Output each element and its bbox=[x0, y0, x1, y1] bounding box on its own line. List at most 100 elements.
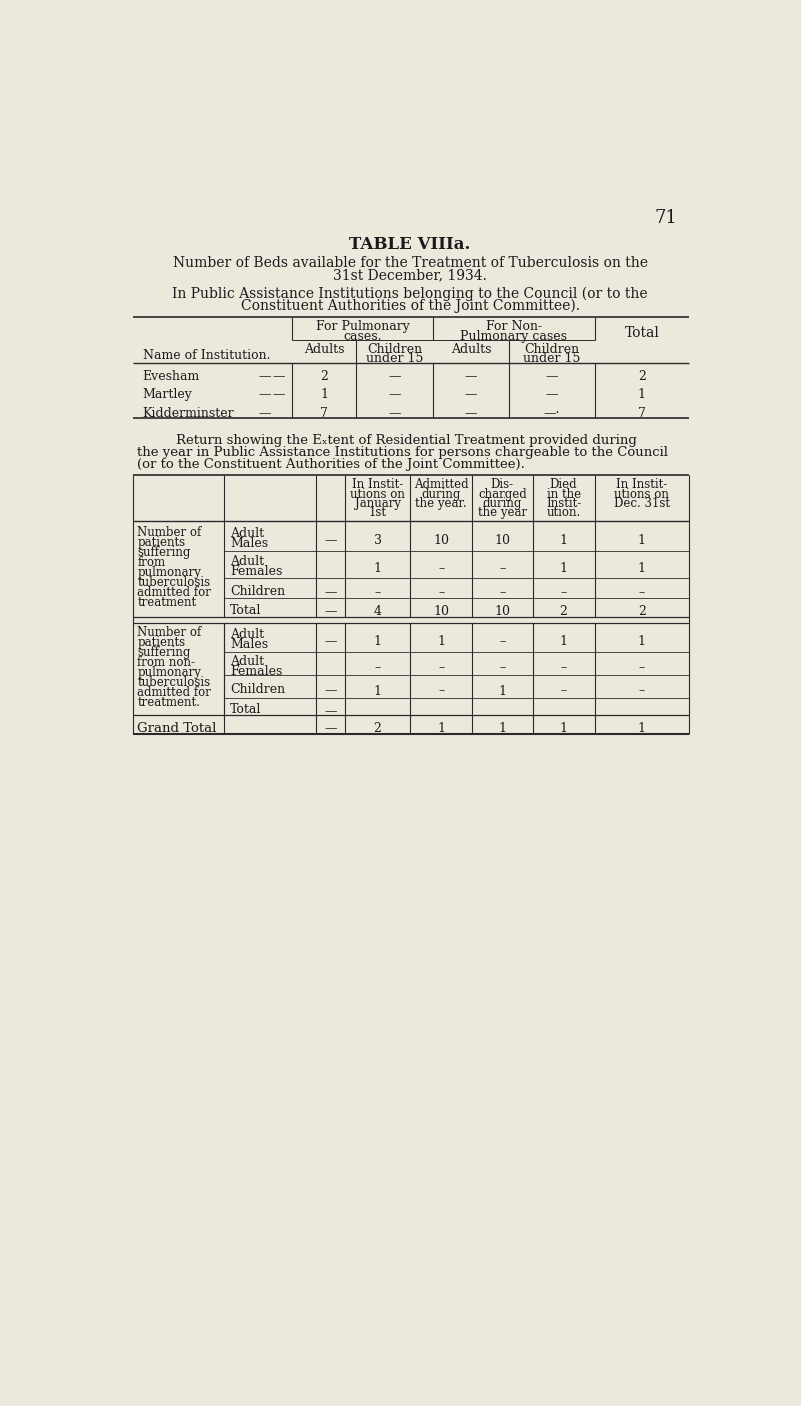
Text: –: – bbox=[561, 586, 566, 599]
Text: —: — bbox=[324, 534, 336, 547]
Text: Died: Died bbox=[549, 478, 578, 491]
Text: –: – bbox=[499, 586, 505, 599]
Text: Instit-: Instit- bbox=[546, 496, 582, 510]
Text: 10: 10 bbox=[494, 534, 510, 547]
Text: utions on: utions on bbox=[350, 488, 405, 501]
Text: Total: Total bbox=[231, 703, 262, 716]
Text: Name of Institution.: Name of Institution. bbox=[143, 349, 270, 361]
Text: Evesham: Evesham bbox=[143, 370, 200, 382]
Text: 10: 10 bbox=[433, 606, 449, 619]
Text: cases.: cases. bbox=[344, 329, 382, 343]
Text: Males: Males bbox=[231, 638, 268, 651]
Text: 10: 10 bbox=[494, 606, 510, 619]
Text: under 15: under 15 bbox=[366, 352, 423, 366]
Text: Grand Total: Grand Total bbox=[137, 723, 217, 735]
Text: In Public Assistance Institutions belonging to the Council (or to the: In Public Assistance Institutions belong… bbox=[172, 287, 648, 301]
Text: 2: 2 bbox=[638, 606, 646, 619]
Text: —: — bbox=[259, 370, 272, 382]
Text: —: — bbox=[324, 723, 336, 735]
Text: —: — bbox=[272, 388, 284, 401]
Text: 3: 3 bbox=[373, 534, 381, 547]
Text: –: – bbox=[499, 562, 505, 575]
Text: –: – bbox=[438, 586, 445, 599]
Text: —: — bbox=[259, 406, 272, 419]
Text: —: — bbox=[545, 370, 557, 382]
Text: ution.: ution. bbox=[546, 506, 581, 519]
Text: In Instit-: In Instit- bbox=[616, 478, 667, 491]
Text: For Pulmonary: For Pulmonary bbox=[316, 319, 410, 333]
Text: utions on: utions on bbox=[614, 488, 670, 501]
Text: 1: 1 bbox=[638, 534, 646, 547]
Text: the year: the year bbox=[477, 506, 527, 519]
Text: —: — bbox=[324, 704, 336, 717]
Text: 1st: 1st bbox=[368, 506, 387, 519]
Text: –: – bbox=[374, 586, 380, 599]
Text: pulmonary: pulmonary bbox=[137, 666, 201, 679]
Text: TABLE VIIIa.: TABLE VIIIa. bbox=[349, 236, 471, 253]
Text: Admitted: Admitted bbox=[414, 478, 469, 491]
Text: 4: 4 bbox=[373, 606, 381, 619]
Text: Constituent Authorities of the Joint Committee).: Constituent Authorities of the Joint Com… bbox=[240, 299, 580, 314]
Text: 2: 2 bbox=[560, 606, 568, 619]
Text: 1: 1 bbox=[498, 723, 506, 735]
Text: —: — bbox=[324, 685, 336, 697]
Text: —: — bbox=[324, 636, 336, 648]
Text: Total: Total bbox=[231, 603, 262, 617]
Text: Males: Males bbox=[231, 537, 268, 550]
Text: during: during bbox=[421, 488, 461, 501]
Text: Adult: Adult bbox=[231, 655, 264, 668]
Text: admitted for: admitted for bbox=[137, 586, 211, 599]
Text: treatment: treatment bbox=[137, 596, 196, 609]
Text: Kidderminster: Kidderminster bbox=[143, 406, 235, 419]
Text: –: – bbox=[499, 636, 505, 648]
Text: 71: 71 bbox=[654, 208, 678, 226]
Text: Adult: Adult bbox=[231, 527, 264, 540]
Text: Number of: Number of bbox=[137, 626, 202, 640]
Text: For Non-: For Non- bbox=[486, 319, 542, 333]
Text: 7: 7 bbox=[638, 406, 646, 419]
Text: 1: 1 bbox=[560, 723, 568, 735]
Text: the year.: the year. bbox=[415, 496, 467, 510]
Text: Dis-: Dis- bbox=[491, 478, 514, 491]
Text: –: – bbox=[561, 661, 566, 675]
Text: Adults: Adults bbox=[304, 343, 344, 356]
Text: –: – bbox=[374, 661, 380, 675]
Text: patients: patients bbox=[137, 636, 186, 650]
Text: 1: 1 bbox=[437, 636, 445, 648]
Text: Number of Beds available for the Treatment of Tuberculosis on the: Number of Beds available for the Treatme… bbox=[173, 256, 648, 270]
Text: tuberculosis: tuberculosis bbox=[137, 676, 211, 689]
Text: 7: 7 bbox=[320, 406, 328, 419]
Text: –: – bbox=[438, 562, 445, 575]
Text: (or to the Constituent Authorities of the Joint Committee).: (or to the Constituent Authorities of th… bbox=[137, 458, 525, 471]
Text: 31st December, 1934.: 31st December, 1934. bbox=[333, 269, 487, 283]
Text: Dec. 31st: Dec. 31st bbox=[614, 496, 670, 510]
Text: 1: 1 bbox=[320, 388, 328, 401]
Text: patients: patients bbox=[137, 536, 186, 548]
Text: charged: charged bbox=[478, 488, 527, 501]
Text: Adult: Adult bbox=[231, 628, 264, 641]
Text: —: — bbox=[388, 388, 400, 401]
Text: 2: 2 bbox=[638, 370, 646, 382]
Text: —: — bbox=[324, 606, 336, 619]
Text: Children: Children bbox=[524, 343, 579, 356]
Text: treatment.: treatment. bbox=[137, 696, 200, 709]
Text: 1: 1 bbox=[373, 636, 381, 648]
Text: Adults: Adults bbox=[451, 343, 491, 356]
Text: during: during bbox=[483, 496, 522, 510]
Text: suffering: suffering bbox=[137, 647, 191, 659]
Text: Children: Children bbox=[231, 683, 285, 696]
Text: 2: 2 bbox=[320, 370, 328, 382]
Text: –: – bbox=[499, 661, 505, 675]
Text: –: – bbox=[438, 685, 445, 697]
Text: Females: Females bbox=[231, 665, 283, 678]
Text: tuberculosis: tuberculosis bbox=[137, 576, 211, 589]
Text: 1: 1 bbox=[638, 723, 646, 735]
Text: –: – bbox=[561, 685, 566, 697]
Text: —: — bbox=[272, 370, 284, 382]
Text: 1: 1 bbox=[560, 534, 568, 547]
Text: in the: in the bbox=[546, 488, 581, 501]
Text: Pulmonary cases: Pulmonary cases bbox=[461, 329, 567, 343]
Text: 1: 1 bbox=[638, 388, 646, 401]
Text: Children: Children bbox=[231, 585, 285, 598]
Text: Number of: Number of bbox=[137, 526, 202, 538]
